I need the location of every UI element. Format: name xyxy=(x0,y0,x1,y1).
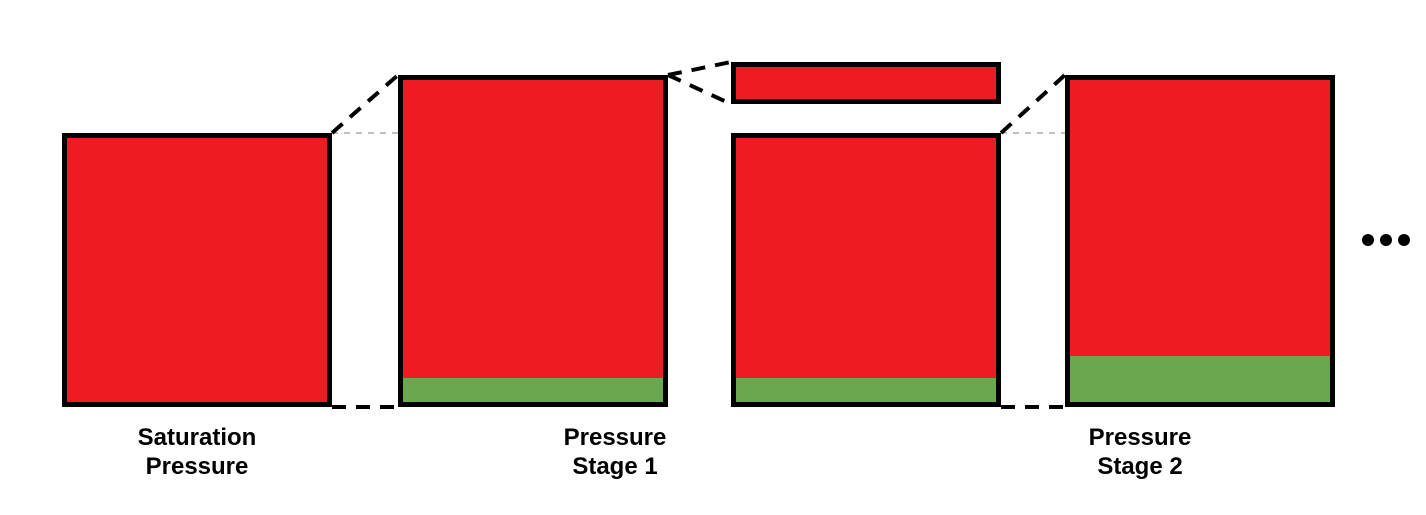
box-saturation xyxy=(62,133,332,407)
label-saturation: Saturation Pressure xyxy=(67,424,327,482)
ellipsis-dot xyxy=(1380,234,1392,246)
box-stage1-removed xyxy=(731,133,1001,407)
label-stage2: Pressure Stage 2 xyxy=(1010,424,1270,482)
label-saturation-line2: Pressure xyxy=(146,453,249,480)
ellipsis-dot xyxy=(1362,234,1374,246)
label-saturation-line1: Saturation xyxy=(138,424,257,451)
label-stage1-line1: Pressure xyxy=(564,424,667,451)
diagram-stage: Saturation Pressure Pressure Stage 1 Pre… xyxy=(0,0,1426,515)
label-stage2-line2: Stage 2 xyxy=(1097,453,1182,480)
box-stage1-removed-liquid xyxy=(736,378,996,402)
label-stage2-line1: Pressure xyxy=(1089,424,1192,451)
ellipsis-dot xyxy=(1398,234,1410,246)
box-stage2-expanded-liquid xyxy=(1070,356,1330,402)
box-stage1-expanded xyxy=(398,75,668,407)
label-stage1-line2: Stage 1 xyxy=(572,453,657,480)
box-gas-slab xyxy=(731,62,1001,104)
label-stage1: Pressure Stage 1 xyxy=(485,424,745,482)
ellipsis-icon xyxy=(1362,234,1410,246)
box-stage2-expanded xyxy=(1065,75,1335,407)
box-stage1-expanded-liquid xyxy=(403,378,663,402)
